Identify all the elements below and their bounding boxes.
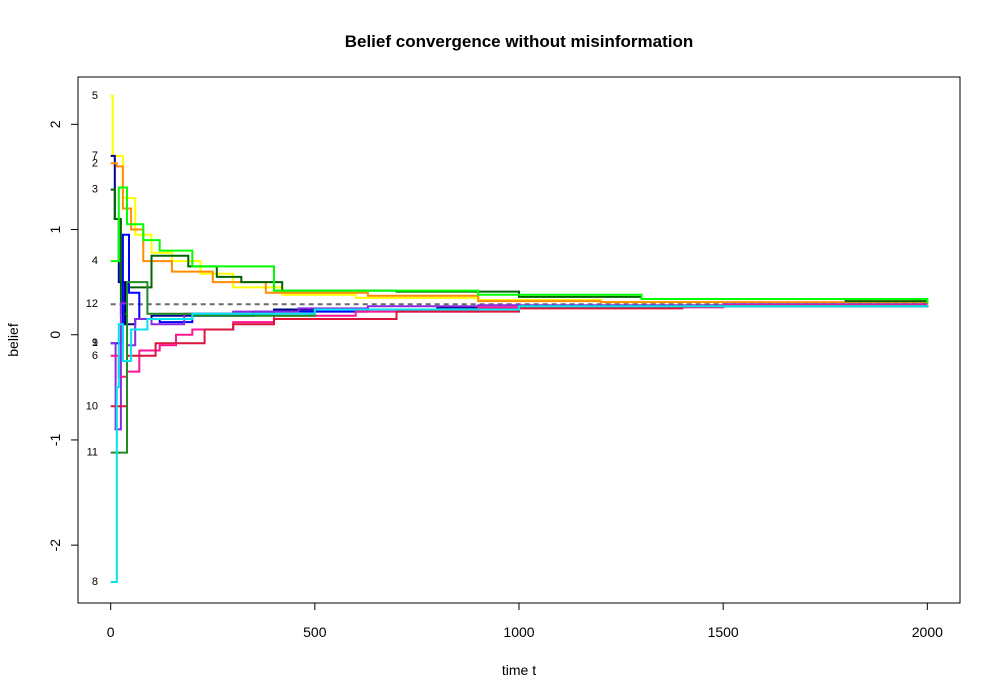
series-label-4: 4	[92, 255, 98, 267]
series-label-12: 12	[86, 298, 98, 310]
y-axis-label: belief	[5, 323, 21, 357]
y-tick-label: 2	[47, 120, 63, 128]
x-tick-label: 500	[303, 624, 327, 640]
series-labels: 5 72 3 4 12 916 10 11 8	[86, 90, 98, 588]
x-axis: 0 500 1000 1500 2000	[107, 602, 943, 640]
x-axis-label: time t	[502, 662, 536, 678]
series-label-7: 7	[92, 150, 98, 162]
plot-box	[77, 76, 961, 604]
series-line-2	[110, 162, 929, 305]
series-lines	[110, 94, 929, 583]
y-tick-label: -2	[47, 539, 63, 552]
series-label-2: 2	[92, 157, 98, 169]
x-tick-label: 1500	[708, 624, 739, 640]
series-label-6: 6	[92, 350, 98, 362]
x-tick-label: 0	[107, 624, 115, 640]
series-label-9: 9	[92, 337, 98, 349]
series-label-3: 3	[92, 184, 98, 196]
series-line-4	[110, 186, 929, 304]
y-tick-label: 1	[47, 225, 63, 233]
y-axis: -2 -1 0 1 2	[47, 120, 79, 552]
series-label-10: 10	[86, 400, 98, 412]
chart-title: Belief convergence without misinformatio…	[345, 32, 694, 51]
series-label-5: 5	[92, 90, 98, 102]
x-tick-label: 2000	[912, 624, 943, 640]
series-label-8: 8	[92, 576, 98, 588]
x-tick-label: 1000	[503, 624, 534, 640]
y-tick-label: 0	[47, 331, 63, 339]
series-label-11: 11	[87, 447, 98, 459]
series-line-5	[110, 94, 929, 305]
series-line-8	[110, 305, 929, 583]
series-line-10	[110, 305, 929, 408]
series-label-1: 1	[92, 337, 98, 349]
y-tick-label: -1	[47, 434, 63, 447]
